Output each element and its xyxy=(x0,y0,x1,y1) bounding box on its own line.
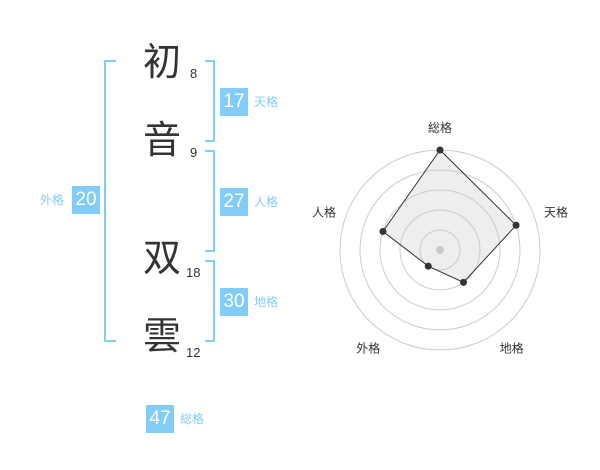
name-char-3: 双 xyxy=(142,236,181,280)
radar-point-2 xyxy=(512,221,520,229)
name-char-4: 雲 xyxy=(142,314,181,358)
tenkaku-bracket xyxy=(205,60,215,142)
gaikaku-bracket xyxy=(104,60,116,342)
radar-grid-ring xyxy=(419,229,461,271)
jinkaku-label: 人格 xyxy=(254,195,279,209)
gaikaku-label: 外格 xyxy=(40,193,65,207)
radar-point-4 xyxy=(424,262,432,270)
soukaku-value: 47 xyxy=(146,405,174,433)
stroke-count-4: 12 xyxy=(186,345,201,360)
radar-axis-label: 人格 xyxy=(312,204,336,219)
stroke-count-3: 18 xyxy=(186,265,201,280)
name-char-2: 音 xyxy=(142,118,181,162)
stroke-count-1: 8 xyxy=(190,66,198,81)
radar-axis-label: 総格 xyxy=(428,120,452,135)
soukaku-label: 総格 xyxy=(180,412,205,426)
radar-point-3 xyxy=(460,278,468,286)
chikaku-bracket xyxy=(205,260,215,342)
tenkaku-label: 天格 xyxy=(254,95,279,109)
radar-area xyxy=(382,149,517,283)
radar-axis-label: 外格 xyxy=(356,341,380,356)
chikaku-value: 30 xyxy=(220,288,248,316)
radar-point-1 xyxy=(436,146,444,154)
radar-grid-ring xyxy=(399,209,481,291)
jinkaku-bracket xyxy=(205,150,215,252)
radar-grid-ring xyxy=(359,169,521,331)
tenkaku-value: 17 xyxy=(220,88,248,116)
chikaku-label: 地格 xyxy=(254,295,279,309)
radar-grid-ring xyxy=(379,189,501,311)
jinkaku-value: 27 xyxy=(220,188,248,216)
stroke-count-2: 9 xyxy=(190,145,198,160)
gaikaku-value: 20 xyxy=(72,186,100,214)
name-char-1: 初 xyxy=(142,40,181,84)
radar-center xyxy=(436,246,444,254)
radar-axis-label: 天格 xyxy=(544,204,568,219)
radar-point-5 xyxy=(379,227,387,235)
radar-axis-label: 地格 xyxy=(500,341,524,356)
